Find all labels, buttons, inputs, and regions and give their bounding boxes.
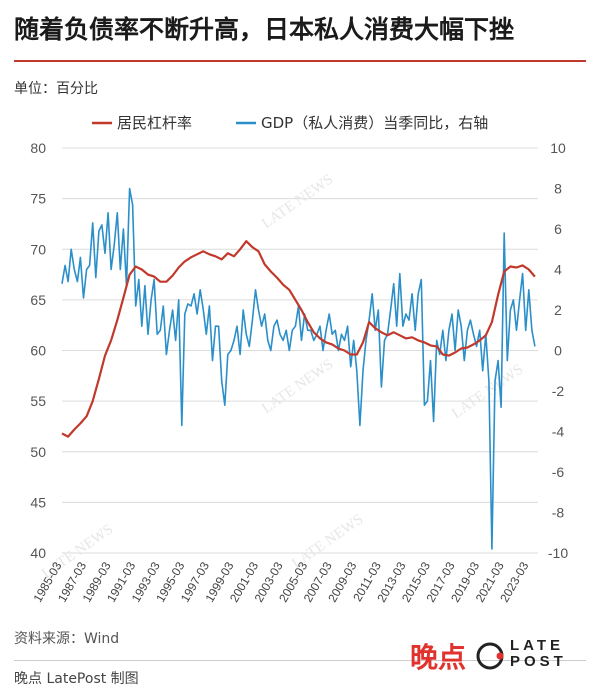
left-axis-ticks: 40 45 50 55 60 65 70 75 80: [30, 140, 46, 561]
left-tick-label: 60: [30, 343, 46, 359]
credit-note: 晚点 LatePost 制图: [14, 671, 139, 687]
unit-label: 单位：百分比: [14, 81, 98, 97]
right-tick-label: 4: [554, 262, 562, 278]
right-tick-label: -2: [552, 383, 565, 399]
left-tick-label: 65: [30, 292, 46, 308]
right-tick-label: -10: [548, 545, 568, 561]
watermark-text: LATE NEWS: [259, 171, 336, 232]
series-lines: [61, 187, 536, 550]
title-divider: [14, 60, 586, 62]
source-note: 资料来源：Wind: [14, 631, 120, 647]
right-tick-label: 8: [554, 181, 562, 197]
left-tick-label: 45: [30, 494, 46, 510]
brand-circle-icon: [476, 642, 504, 670]
gdp-consumption-line: [61, 187, 536, 550]
right-tick-label: 10: [550, 140, 566, 156]
brand-latepost: LATE POST: [510, 638, 567, 670]
legend-label: GDP（私人消费）当季同比，右轴: [261, 114, 488, 132]
x-axis-ticks: 1985-031987-031989-031991-031993-031995-…: [30, 559, 531, 604]
watermark-text: LATE NEWS: [259, 356, 336, 417]
left-tick-label: 50: [30, 444, 46, 460]
left-tick-label: 70: [30, 241, 46, 257]
right-axis-ticks: -10 -8 -6 -4 -2 0 2 4 6 8 10: [548, 140, 568, 561]
brand-logo-text: 晚点: [410, 641, 467, 674]
footer-divider: [14, 660, 586, 661]
left-tick-label: 80: [30, 140, 46, 156]
right-tick-label: 6: [554, 221, 562, 237]
household-leverage-line: [61, 240, 536, 438]
legend-label: 居民杠杆率: [117, 114, 192, 132]
legend: 居民杠杆率 GDP（私人消费）当季同比，右轴: [92, 114, 488, 132]
right-tick-label: -4: [552, 424, 565, 440]
page-title: 随着负债率不断升高，日本私人消费大幅下挫: [14, 15, 515, 44]
right-tick-label: 2: [554, 302, 562, 318]
left-tick-label: 75: [30, 191, 46, 207]
left-tick-label: 40: [30, 545, 46, 561]
right-tick-label: -8: [552, 505, 565, 521]
right-tick-label: 0: [554, 343, 562, 359]
brand-late: LATE: [510, 637, 565, 654]
brand-post: POST: [510, 653, 567, 670]
left-tick-label: 55: [30, 393, 46, 409]
right-tick-label: -6: [552, 464, 565, 480]
